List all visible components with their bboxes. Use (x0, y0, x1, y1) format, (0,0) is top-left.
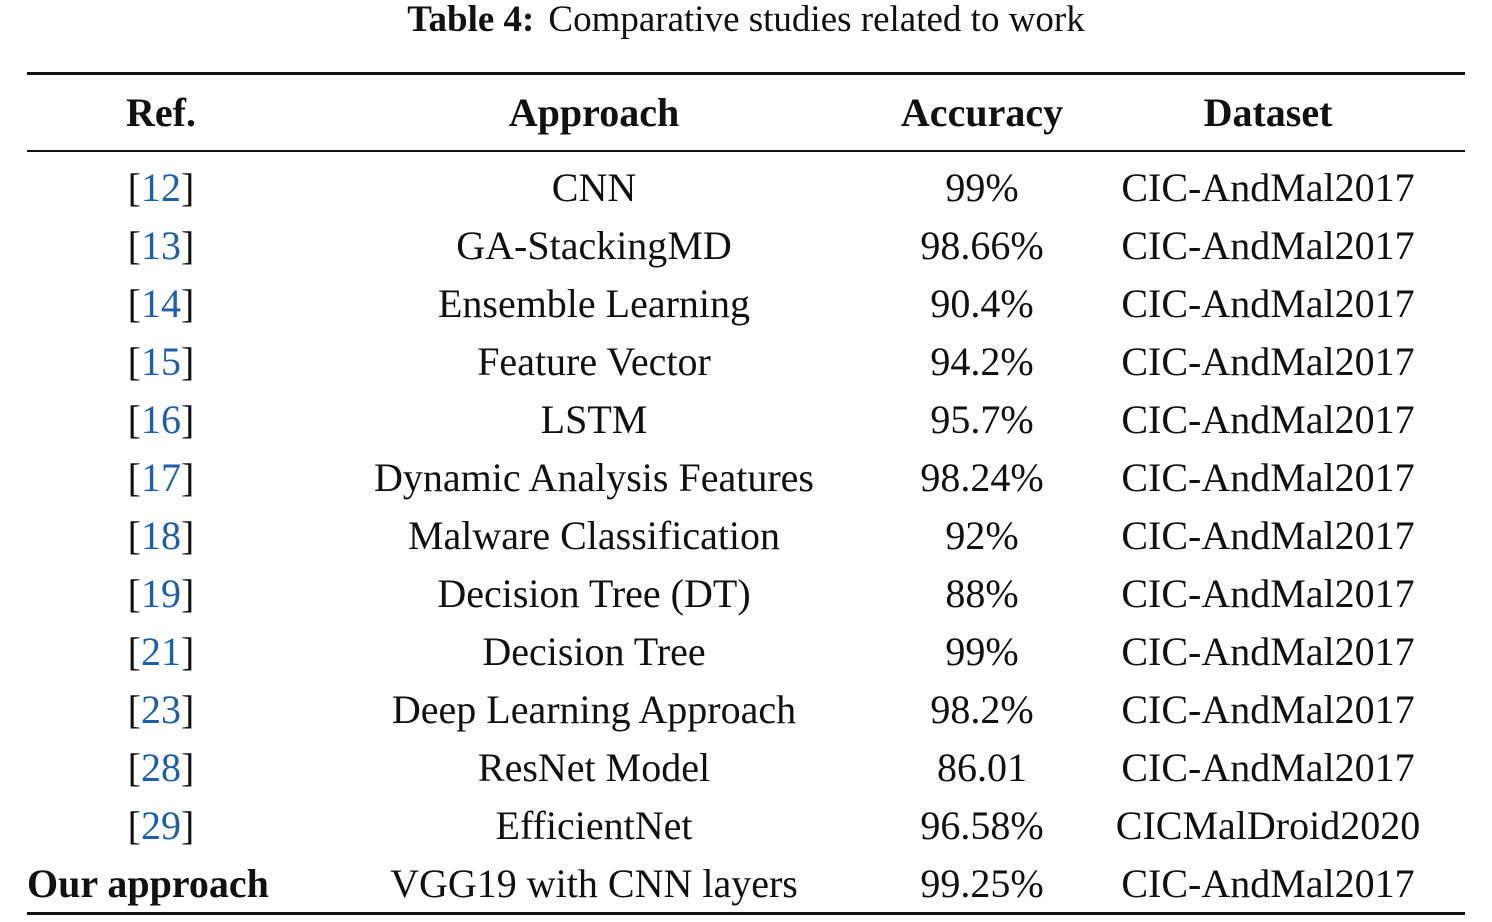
dataset-cell: CIC-AndMal2017 (1121, 338, 1415, 384)
accuracy-cell: 98.2% (930, 686, 1034, 732)
dataset-cell: CIC-AndMal2017 (1071, 854, 1465, 915)
approach-cell: VGG19 with CNN layers (295, 854, 893, 915)
citation-link[interactable]: 18 (141, 512, 181, 558)
approach-cell: Decision Tree (DT) (437, 570, 751, 616)
accuracy-cell: 99% (945, 164, 1019, 210)
table-row: [15] Feature Vector 94.2% CIC-AndMal2017 (27, 332, 1465, 390)
approach-cell: Dynamic Analysis Features (374, 454, 814, 500)
approach-cell: Malware Classification (407, 512, 781, 558)
dataset-cell: CICMalDroid2020 (1115, 802, 1421, 848)
accuracy-cell: 99% (945, 628, 1019, 674)
accuracy-cell: 86.01 (937, 744, 1027, 790)
table-row: [28] ResNet Model 86.01 CIC-AndMal2017 (27, 738, 1465, 796)
approach-cell: GA-StackingMD (456, 222, 732, 268)
citation-link[interactable]: 13 (141, 222, 181, 268)
table-header-row: Ref. Approach Accuracy Dataset (27, 72, 1465, 152)
approach-cell: Ensemble Learning (437, 280, 751, 326)
table-row: [29] EfficientNet 96.58% CICMalDroid2020 (27, 796, 1465, 854)
table-row: [13] GA-StackingMD 98.66% CIC-AndMal2017 (27, 216, 1465, 274)
citation-link[interactable]: 21 (141, 628, 181, 674)
ref-cell: [15] (127, 338, 195, 384)
citation-link[interactable]: 14 (141, 280, 181, 326)
accuracy-cell: 88% (945, 570, 1019, 616)
ref-cell: [19] (127, 570, 195, 616)
ref-cell: [23] (127, 686, 195, 732)
approach-cell: Decision Tree (482, 628, 706, 674)
dataset-cell: CIC-AndMal2017 (1121, 280, 1415, 326)
ref-cell: [18] (127, 512, 195, 558)
our-approach-row: Our approach VGG19 with CNN layers 99.25% C… (27, 854, 1465, 915)
table-row: [12] CNN 99% CIC-AndMal2017 (27, 151, 1465, 216)
table-row: [23] Deep Learning Approach 98.2% CIC-AndMa… (27, 680, 1465, 738)
accuracy-cell: 99.25% (893, 854, 1071, 915)
table-caption-text: Comparative studies related to work (548, 0, 1085, 40)
our-approach-ref-cell: Our approach (27, 854, 295, 915)
header-approach: Approach (295, 72, 893, 152)
table-row: [18] Malware Classification 92% CIC-AndMal2… (27, 506, 1465, 564)
citation-link[interactable]: 23 (141, 686, 181, 732)
table-row: [14] Ensemble Learning 90.4% CIC-AndMal2017 (27, 274, 1465, 332)
ref-cell: [13] (127, 222, 195, 268)
citation-link[interactable]: 12 (141, 164, 181, 210)
approach-cell: CNN (551, 164, 637, 210)
accuracy-cell: 92% (945, 512, 1019, 558)
dataset-cell: CIC-AndMal2017 (1121, 686, 1415, 732)
accuracy-cell: 98.24% (920, 454, 1044, 500)
table-caption-label: Table 4: (407, 0, 535, 40)
accuracy-cell: 90.4% (930, 280, 1034, 326)
approach-cell: ResNet Model (477, 744, 711, 790)
approach-cell: EfficientNet (495, 802, 693, 848)
accuracy-cell: 95.7% (930, 396, 1034, 442)
header-dataset: Dataset (1071, 72, 1465, 152)
accuracy-cell: 94.2% (930, 338, 1034, 384)
comparison-table: Ref. Approach Accuracy Dataset [12] CNN 99… (27, 72, 1465, 915)
dataset-cell: CIC-AndMal2017 (1121, 222, 1415, 268)
dataset-cell: CIC-AndMal2017 (1121, 570, 1415, 616)
accuracy-cell: 98.66% (920, 222, 1044, 268)
ref-cell: [21] (127, 628, 195, 674)
citation-link[interactable]: 29 (141, 802, 181, 848)
table-row: [17] Dynamic Analysis Features 98.24% CIC-A… (27, 448, 1465, 506)
approach-cell: Deep Learning Approach (391, 686, 797, 732)
ref-cell: [29] (127, 802, 195, 848)
dataset-cell: CIC-AndMal2017 (1121, 744, 1415, 790)
ref-cell: [14] (127, 280, 195, 326)
citation-link[interactable]: 16 (141, 396, 181, 442)
table-row: [21] Decision Tree 99% CIC-AndMal2017 (27, 622, 1465, 680)
citation-link[interactable]: 17 (141, 454, 181, 500)
table-caption: Table 4: Comparative studies related to w… (0, 0, 1492, 40)
citation-link[interactable]: 15 (141, 338, 181, 384)
dataset-cell: CIC-AndMal2017 (1121, 454, 1415, 500)
dataset-cell: CIC-AndMal2017 (1121, 396, 1415, 442)
ref-cell: [17] (127, 454, 195, 500)
dataset-cell: CIC-AndMal2017 (1121, 164, 1415, 210)
ref-cell: [16] (127, 396, 195, 442)
table-row: [16] LSTM 95.7% CIC-AndMal2017 (27, 390, 1465, 448)
ref-cell: [12] (127, 164, 195, 210)
header-accuracy: Accuracy (893, 72, 1071, 152)
table-row: [19] Decision Tree (DT) 88% CIC-AndMal2017 (27, 564, 1465, 622)
approach-cell: Feature Vector (477, 338, 711, 384)
approach-cell: LSTM (540, 396, 648, 442)
our-approach-label: Our approach (27, 860, 269, 906)
dataset-cell: CIC-AndMal2017 (1121, 512, 1415, 558)
dataset-cell: CIC-AndMal2017 (1121, 628, 1415, 674)
ref-cell: [28] (127, 744, 195, 790)
header-ref: Ref. (27, 72, 295, 152)
table-body: [12] CNN 99% CIC-AndMal2017 [13] GA-StackingM… (27, 151, 1465, 915)
citation-link[interactable]: 19 (141, 570, 181, 616)
citation-link[interactable]: 28 (141, 744, 181, 790)
accuracy-cell: 96.58% (920, 802, 1044, 848)
